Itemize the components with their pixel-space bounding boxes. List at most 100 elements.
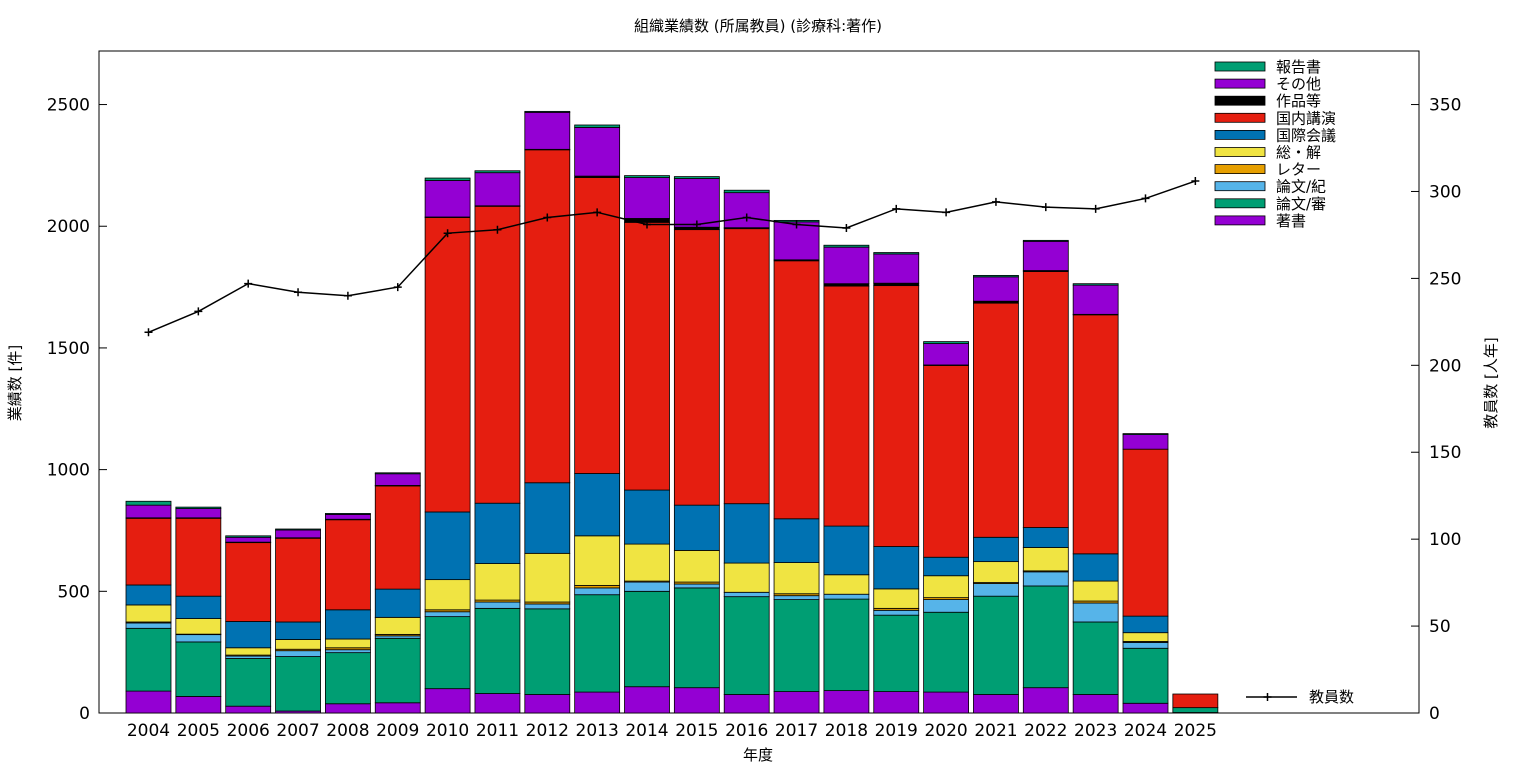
bar-segment	[823, 246, 870, 285]
x-tick-label: 2019	[875, 721, 918, 741]
bar-segment	[275, 621, 321, 640]
line-point	[244, 279, 253, 288]
legend-label: 国内講演	[1276, 109, 1336, 127]
line-point	[1041, 203, 1050, 212]
bar-segment	[773, 599, 820, 692]
bar-segment	[175, 634, 222, 643]
line-point	[942, 208, 951, 217]
bar-segment	[374, 485, 421, 590]
bar-segment	[225, 535, 272, 538]
bar-segment	[773, 518, 820, 563]
bar-segment	[474, 693, 521, 714]
bar-segment	[474, 607, 521, 694]
bar-segment	[524, 110, 571, 113]
y2-tick-label: 150	[1429, 443, 1461, 463]
legend-swatch	[1214, 95, 1266, 106]
bar-segment	[424, 688, 471, 714]
y2-axis-label: 教員数 [人年]	[1482, 337, 1500, 428]
x-axis-label: 年度	[743, 746, 773, 764]
y-tick-label: 2500	[47, 96, 90, 116]
bar-segment	[324, 703, 371, 714]
bar-segment	[175, 696, 222, 714]
bar-segment	[1172, 693, 1219, 709]
bar-segment	[923, 556, 969, 577]
bar-segment	[524, 111, 571, 150]
x-tick-label: 2007	[276, 721, 319, 741]
bar-segment	[175, 618, 222, 635]
bar-segment	[225, 658, 272, 707]
bar-segment	[424, 616, 471, 690]
line-point	[144, 328, 153, 337]
bar-segment	[873, 285, 920, 547]
bar-segment	[1022, 571, 1069, 587]
x-tick-label: 2020	[924, 721, 967, 741]
bar-segment	[125, 500, 172, 506]
legend-label: 教員数	[1309, 688, 1354, 706]
y2-tick-label: 0	[1429, 704, 1440, 724]
y2-tick-label: 300	[1429, 182, 1461, 202]
bar-segment	[125, 584, 172, 606]
bar-segment	[1022, 240, 1069, 271]
bar-segment	[574, 587, 621, 596]
legend-swatch	[1214, 61, 1266, 72]
bar-segment	[923, 599, 969, 613]
bar-segment	[225, 705, 272, 714]
x-tick-label: 2012	[526, 721, 569, 741]
bar-segment	[873, 609, 920, 616]
bar-segment	[1122, 615, 1169, 634]
x-tick-label: 2021	[974, 721, 1017, 741]
bar-segment	[1072, 553, 1119, 582]
bar-segment	[275, 656, 321, 712]
bar-segment	[175, 508, 222, 519]
bar-segment	[374, 588, 421, 618]
bar-segment	[1122, 433, 1169, 435]
bar-segment	[175, 517, 222, 597]
bar-segment	[1022, 687, 1069, 714]
bar-segment	[823, 525, 870, 576]
x-tick-label: 2004	[127, 721, 170, 741]
bar-segment	[275, 639, 321, 650]
bar-segment	[1022, 271, 1069, 528]
bar-segment	[1122, 642, 1169, 649]
line-point	[294, 288, 303, 297]
bar-segment	[474, 170, 521, 174]
x-tick-label: 2016	[725, 721, 768, 741]
y-axis-label: 業績数 [件]	[6, 345, 24, 421]
bar-segment	[723, 189, 770, 194]
bar-segment	[1022, 527, 1069, 548]
bar-segment	[324, 638, 371, 649]
bar-segment	[574, 473, 621, 537]
line-point	[792, 220, 801, 229]
legend-swatch	[1214, 181, 1266, 192]
x-tick-label: 2011	[476, 721, 519, 741]
y2-tick-label: 250	[1429, 269, 1461, 289]
bar-segment	[374, 473, 421, 486]
bar-segment	[125, 622, 172, 629]
y2-tick-label: 200	[1429, 356, 1461, 376]
bar-segment	[624, 590, 670, 688]
bar-segment	[723, 562, 770, 593]
legend-swatch	[1214, 198, 1266, 209]
bar-segment	[225, 542, 272, 622]
bar-segment	[773, 260, 820, 520]
bar-segment	[424, 611, 471, 618]
legend-label: 国際会議	[1276, 126, 1336, 144]
bar-segment	[225, 621, 272, 649]
bar-segment	[923, 341, 969, 344]
bar-segment	[923, 691, 969, 714]
bar-segment	[624, 489, 670, 545]
bar-segment	[923, 343, 969, 366]
bar-segment	[125, 604, 172, 623]
bar-segment	[823, 598, 870, 692]
bar-segment	[424, 217, 471, 513]
bar-segment	[324, 652, 371, 705]
bar-segment	[374, 637, 421, 704]
bar-segment	[175, 641, 222, 697]
bar-segment	[723, 503, 770, 564]
bar-segment	[1122, 647, 1169, 704]
y2-tick-label: 50	[1429, 617, 1451, 637]
bar-segment	[1122, 434, 1169, 450]
x-tick-label: 2006	[227, 721, 270, 741]
bar-segment	[1172, 707, 1219, 713]
x-tick-label: 2018	[825, 721, 868, 741]
